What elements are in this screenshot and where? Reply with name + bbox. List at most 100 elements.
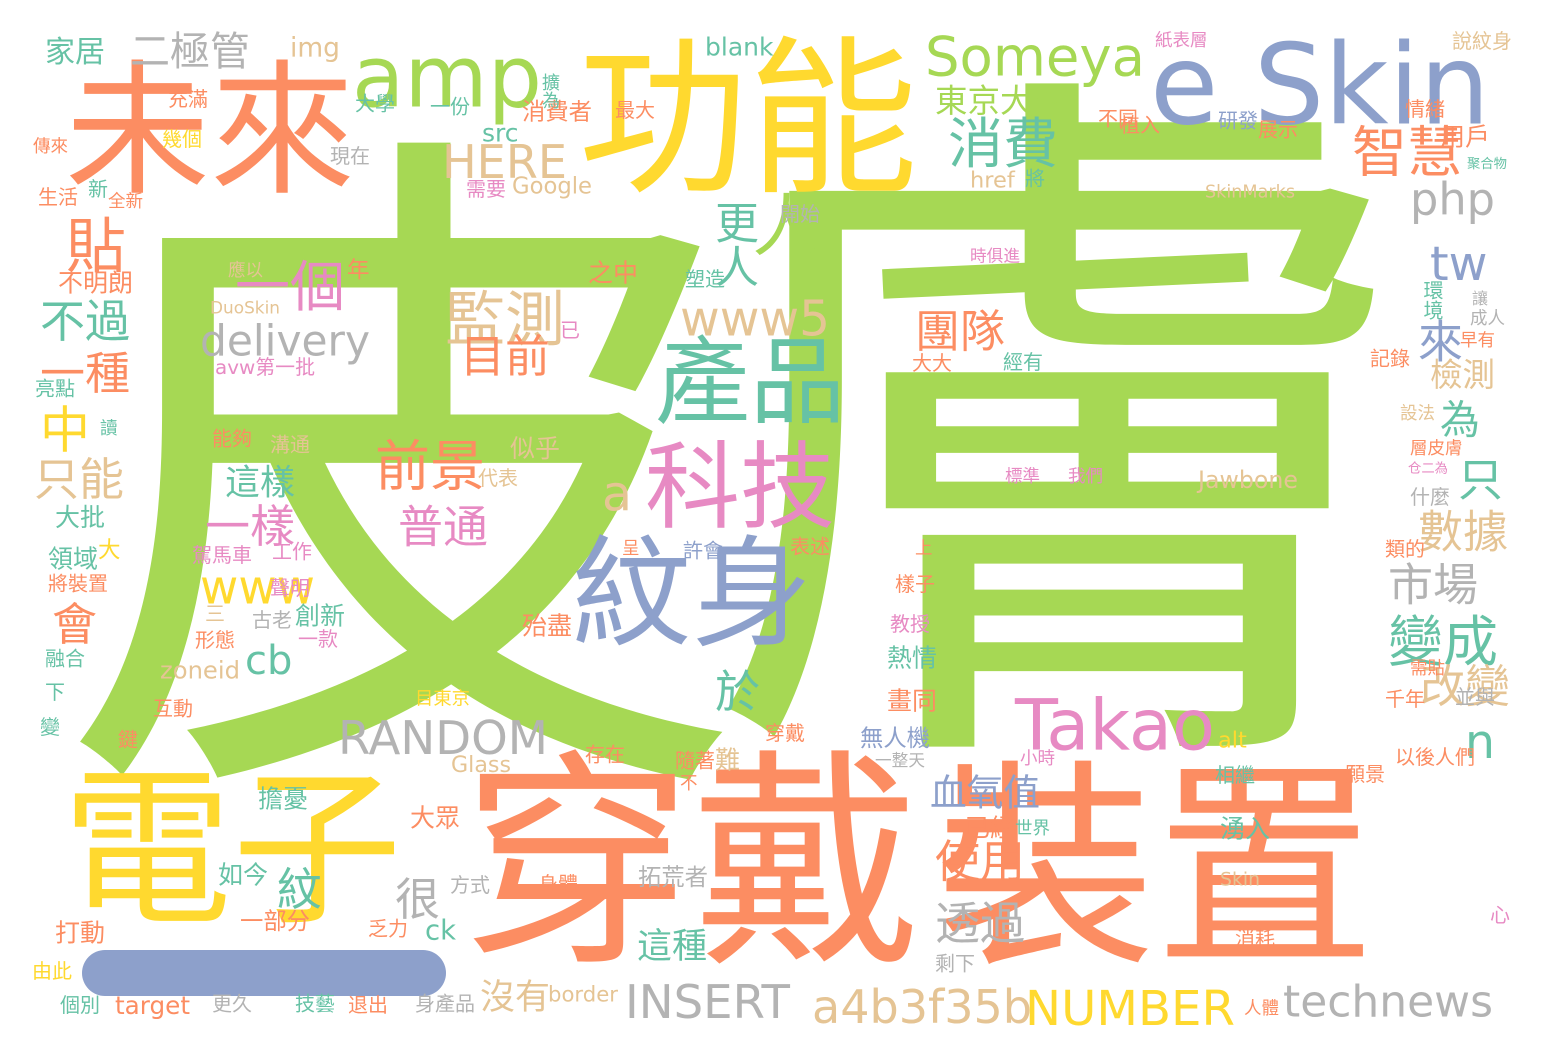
cloud-word: 什麼 <box>1410 485 1450 510</box>
cloud-word: 目前 <box>460 331 550 384</box>
cloud-word: 電子 <box>62 750 402 950</box>
cloud-word: 使用 <box>935 836 1025 889</box>
cloud-word: 剩下 <box>935 952 975 977</box>
cloud-word: Takao <box>1015 684 1215 767</box>
cloud-word: 消費者 <box>522 98 592 126</box>
cloud-word: 現在 <box>330 144 370 169</box>
cloud-word: php <box>1410 173 1495 226</box>
cloud-word: 為 <box>1440 396 1480 444</box>
cloud-word: 仓二為 <box>1408 461 1448 477</box>
cloud-word: 前景 <box>375 435 485 500</box>
cloud-word: 大眾 <box>410 802 460 833</box>
cloud-word: 穿戴 <box>462 730 922 999</box>
cloud-word: 紋身 <box>572 525 812 665</box>
cloud-word: alt <box>1218 727 1247 754</box>
cloud-word: 一種 <box>40 348 130 401</box>
cloud-word: 上 <box>915 538 933 559</box>
cloud-word: 傳來 <box>33 136 68 157</box>
cloud-word: 湧入 <box>1220 815 1270 845</box>
cloud-word: 熱情 <box>887 642 937 673</box>
cloud-word: www <box>200 560 315 616</box>
cloud-word: 將 <box>1025 167 1045 192</box>
cloud-word: 如今 <box>218 859 268 890</box>
cloud-word: 聚合物 <box>1467 155 1507 172</box>
cloud-word: img <box>290 33 340 64</box>
cloud-word: cb <box>245 636 293 684</box>
cloud-word: 裝置 <box>935 741 1375 998</box>
cloud-word: 設法 <box>1400 403 1435 424</box>
cloud-word: 紙表層 <box>1155 30 1208 51</box>
cloud-word: 團隊 <box>915 306 1005 359</box>
cloud-word: 記錄 <box>1370 347 1410 372</box>
cloud-word: 檢測 <box>1430 356 1495 395</box>
cloud-word: 血氧值 <box>930 772 1040 815</box>
cloud-word: 大 <box>98 537 121 564</box>
cloud-word: 溝通 <box>270 433 310 458</box>
cloud-word: 心 <box>1490 903 1510 927</box>
cloud-word: 一部分 <box>240 908 310 936</box>
cloud-word: 樣子 <box>895 572 935 597</box>
cloud-word: 植入 <box>1120 113 1160 138</box>
cloud-word: e Skin <box>1150 21 1490 151</box>
cloud-word: 形態 <box>195 628 235 652</box>
cloud-word: 似乎 <box>510 433 560 464</box>
cloud-word: 人體 <box>1244 998 1279 1019</box>
cloud-word: 身產品 <box>415 992 475 1017</box>
cloud-word: 個別 <box>60 993 100 1017</box>
cloud-word: 膚 <box>700 21 1420 859</box>
cloud-word: 研發 <box>1218 109 1258 134</box>
cloud-word: 需貼 <box>1410 658 1445 679</box>
cloud-word: 大學 <box>355 92 395 117</box>
cloud-word: 大批 <box>55 502 105 533</box>
cloud-word: target <box>115 992 190 1021</box>
cloud-word: 人 <box>740 190 819 258</box>
cloud-word: 並與 <box>1455 685 1495 710</box>
cloud-word: 監測 <box>445 284 565 355</box>
cloud-word: 由此 <box>32 959 72 984</box>
cloud-word: 會 <box>52 599 97 652</box>
cloud-word: 生活 <box>38 185 78 210</box>
cloud-word: 來 <box>1418 315 1463 369</box>
cloud-word: 駕馬車 <box>192 543 252 567</box>
cloud-word: 消費 <box>948 113 1058 177</box>
cloud-word: 不明朗 <box>58 267 133 298</box>
cloud-word: 一份 <box>430 95 470 120</box>
cloud-word: Jawbone <box>1198 465 1298 495</box>
cloud-word: 只能 <box>34 454 124 507</box>
cloud-word: 代表 <box>478 466 518 490</box>
cloud-word: 環境 <box>1420 280 1444 320</box>
cloud-word: zoneid <box>160 657 240 686</box>
cloud-word: a <box>602 466 632 523</box>
cloud-word: 三 <box>205 602 225 627</box>
cloud-word: avw第一批 <box>215 355 315 380</box>
cloud-word: 創新 <box>295 600 345 631</box>
cloud-word: 領域 <box>48 545 98 575</box>
cloud-word: 小時 <box>1020 748 1055 769</box>
cloud-word: 不同 <box>1098 107 1138 132</box>
cloud-word: 一款 <box>298 627 338 652</box>
cloud-word: 我們 <box>1068 466 1103 487</box>
cloud-word: 成人 <box>1470 308 1505 329</box>
cloud-word: 時俱進 <box>970 245 1020 266</box>
cloud-word: a4b3f35b <box>812 981 1032 1035</box>
cloud-word: 畫同 <box>887 685 937 716</box>
cloud-word: DuoSkin <box>210 297 280 318</box>
cloud-word: 擔憂 <box>258 785 308 815</box>
cloud-word: 教授 <box>890 612 930 637</box>
cloud-word: 下 <box>45 680 65 705</box>
cloud-word: 很 <box>395 874 440 927</box>
cloud-word: 願景 <box>1345 762 1385 787</box>
cloud-word: 不過 <box>40 296 130 349</box>
cloud-word: 穿戴 <box>765 721 805 745</box>
cloud-word: technews <box>1283 976 1493 1028</box>
cloud-word: INSERT <box>625 975 790 1030</box>
cloud-word: 鍵 <box>118 727 139 752</box>
cloud-word: 千年 <box>1385 687 1425 712</box>
cloud-word: 二極管 <box>130 29 250 75</box>
cloud-word: 沒有 <box>480 976 550 1019</box>
cloud-word: 智慧 <box>1352 121 1462 186</box>
cloud-word: 相繼 <box>1215 763 1255 787</box>
cloud-word: 隨著 <box>675 750 715 773</box>
cloud-word: 消耗 <box>1235 926 1275 950</box>
cloud-word: 最大 <box>615 98 655 122</box>
